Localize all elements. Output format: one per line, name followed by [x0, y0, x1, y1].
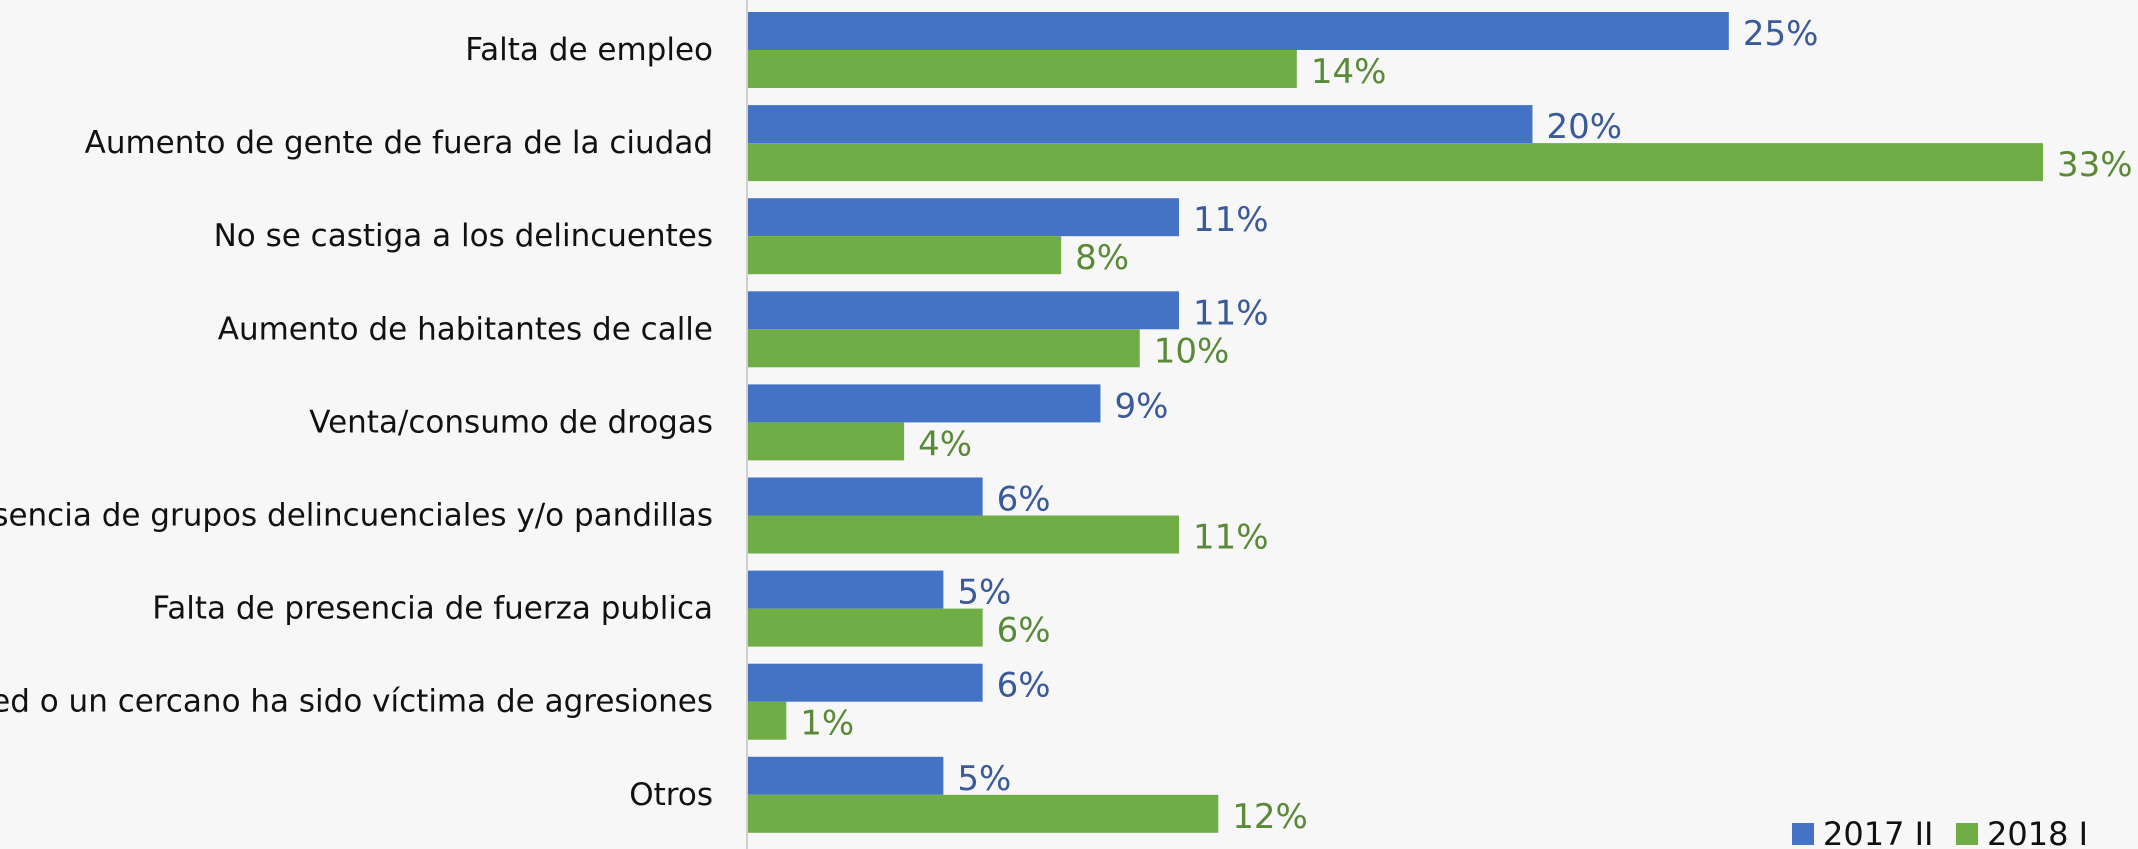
bar-2018-i-otros: [747, 794, 1219, 833]
value-labels: 25%14%20%33%11%8%11%10%9%4%6%11%5%6%6%1%…: [800, 14, 2132, 837]
bar-2018-i-venta-consumo-de-drogas: [747, 422, 905, 461]
legend-label-2018-i: 2018 I: [1987, 815, 2088, 849]
bar-2017-ii-falta-de-presencia-de-fuerza-publica: [747, 570, 944, 609]
bar-2017-ii-presencia-de-grupos-delincuenciales-y-o-pandillas: [747, 477, 983, 516]
category-label-usted-o-un-cercano-ha-sido-victima-de-agresiones: Usted o un cercano ha sido víctima de ag…: [0, 684, 713, 720]
bar-2017-ii-falta-de-empleo: [747, 12, 1729, 50]
category-label-aumento-de-habitantes-de-calle: Aumento de habitantes de calle: [218, 311, 713, 347]
legend: 2017 II 2018 I: [1792, 815, 2088, 849]
value-label-2017-ii-aumento-de-gente-de-fuera-de-la-ciudad: 20%: [1546, 107, 1622, 147]
value-label-2017-ii-venta-consumo-de-drogas: 9%: [1114, 386, 1168, 426]
bar-2018-i-aumento-de-gente-de-fuera-de-la-ciudad: [747, 143, 2043, 182]
value-label-2018-i-aumento-de-gente-de-fuera-de-la-ciudad: 33%: [2057, 145, 2133, 185]
value-label-2017-ii-aumento-de-habitantes-de-calle: 11%: [1193, 293, 1269, 333]
value-label-2018-i-falta-de-empleo: 14%: [1311, 52, 1387, 92]
bar-2017-ii-otros: [747, 756, 944, 795]
value-label-2017-ii-falta-de-presencia-de-fuerza-publica: 5%: [957, 573, 1011, 613]
bar-2017-ii-venta-consumo-de-drogas: [747, 384, 1101, 423]
value-label-2018-i-presencia-de-grupos-delincuenciales-y-o-pandillas: 11%: [1193, 518, 1269, 558]
value-label-2017-ii-usted-o-un-cercano-ha-sido-victima-de-agresiones: 6%: [997, 666, 1051, 706]
bar-2017-ii-aumento-de-gente-de-fuera-de-la-ciudad: [747, 105, 1533, 144]
category-label-falta-de-presencia-de-fuerza-publica: Falta de presencia de fuerza publica: [152, 591, 713, 627]
category-label-otros: Otros: [629, 777, 713, 813]
category-label-presencia-de-grupos-delincuenciales-y-o-pandillas: Presencia de grupos delincuenciales y/o …: [0, 498, 713, 534]
bar-2018-i-presencia-de-grupos-delincuenciales-y-o-pandillas: [747, 515, 1179, 554]
bar-2017-ii-no-se-castiga-a-los-delincuentes: [747, 198, 1179, 237]
value-label-2018-i-aumento-de-habitantes-de-calle: 10%: [1154, 331, 1230, 371]
category-label-venta-consumo-de-drogas: Venta/consumo de drogas: [309, 404, 713, 440]
category-label-falta-de-empleo: Falta de empleo: [465, 32, 713, 68]
bar-2018-i-usted-o-un-cercano-ha-sido-victima-de-agresiones: [747, 701, 787, 740]
legend-swatch-2017-ii: [1792, 823, 1814, 845]
value-label-2018-i-venta-consumo-de-drogas: 4%: [918, 424, 972, 464]
bar-2018-i-falta-de-presencia-de-fuerza-publica: [747, 608, 983, 647]
legend-item-2018-i: 2018 I: [1956, 815, 2088, 849]
value-label-2018-i-usted-o-un-cercano-ha-sido-victima-de-agresiones: 1%: [800, 704, 854, 744]
value-label-2018-i-no-se-castiga-a-los-delincuentes: 8%: [1075, 238, 1129, 278]
bar-2018-i-falta-de-empleo: [747, 50, 1297, 88]
legend-label-2017-ii: 2017 II: [1823, 815, 1933, 849]
value-label-2017-ii-presencia-de-grupos-delincuenciales-y-o-pandillas: 6%: [997, 480, 1051, 520]
value-label-2017-ii-no-se-castiga-a-los-delincuentes: 11%: [1193, 200, 1269, 240]
value-label-2017-ii-otros: 5%: [957, 759, 1011, 799]
bar-2018-i-no-se-castiga-a-los-delincuentes: [747, 236, 1062, 275]
category-labels: Falta de empleo Aumento de gente de fuera…: [0, 32, 713, 813]
bar-2018-i-aumento-de-habitantes-de-calle: [747, 329, 1140, 368]
category-label-no-se-castiga-a-los-delincuentes: No se castiga a los delincuentes: [214, 218, 713, 254]
bars-layer: [747, 12, 2043, 833]
bar-2017-ii-usted-o-un-cercano-ha-sido-victima-de-agresiones: [747, 663, 983, 702]
value-label-2018-i-otros: 12%: [1232, 797, 1308, 837]
bar-2017-ii-aumento-de-habitantes-de-calle: [747, 291, 1179, 330]
value-label-2017-ii-falta-de-empleo: 25%: [1743, 14, 1819, 54]
category-label-aumento-de-gente-de-fuera-de-la-ciudad: Aumento de gente de fuera de la ciudad: [85, 125, 713, 161]
legend-item-2017-ii: 2017 II: [1792, 815, 1933, 849]
legend-swatch-2018-i: [1956, 823, 1978, 845]
value-label-2018-i-falta-de-presencia-de-fuerza-publica: 6%: [997, 611, 1051, 651]
